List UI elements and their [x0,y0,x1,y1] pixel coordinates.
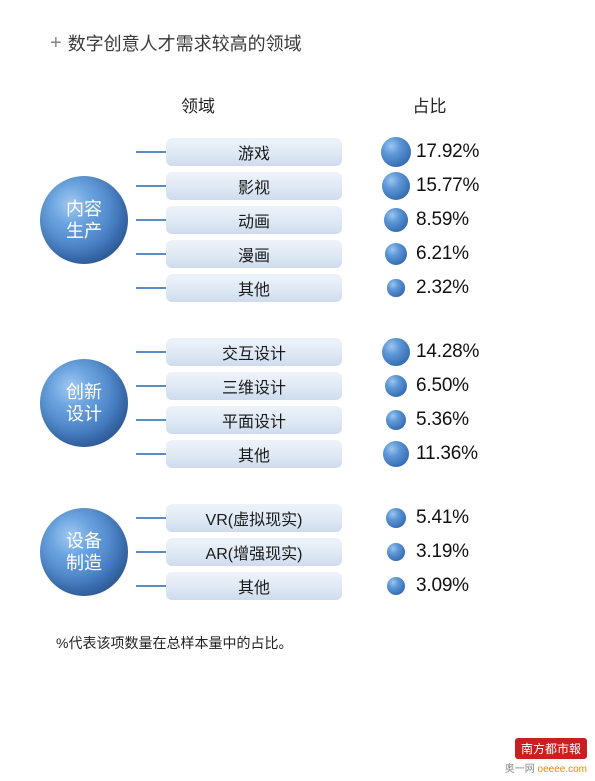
category-circle: 内容 生产 [40,176,128,264]
category-rows: 交互设计 14.28% 三维设计 6.50% 平面设计 5.36% 其他 11.36% [136,335,555,471]
data-row: 其他 2.32% [136,271,555,305]
field-label: AR(增强现实) [166,538,342,566]
field-label: 游戏 [166,138,342,166]
category-group: 设备 制造VR(虚拟现实)5.41%AR(增强现实)3.19%其他3.09% [50,501,555,603]
proportion-dot [382,172,411,201]
data-row: AR(增强现实) 3.19% [136,535,555,569]
category-group: 内容 生产游戏17.92%影视15.77%动画8.59%漫画6.21%其他2.3… [50,135,555,305]
percent-value: 11.36% [416,443,478,465]
percent-value: 3.19% [416,541,469,563]
percent-value: 17.92% [416,141,479,163]
proportion-dot-wrap [376,338,416,366]
connector-line [136,585,166,587]
proportion-dot [385,243,407,265]
percent-value: 8.59% [416,209,469,231]
proportion-dot [382,338,410,366]
percent-value: 5.41% [416,507,469,529]
proportion-dot-wrap [376,543,416,561]
proportion-dot-wrap [376,137,416,167]
percent-value: 14.28% [416,341,479,363]
proportion-dot [387,279,404,296]
field-label: VR(虚拟现实) [166,504,342,532]
proportion-dot-wrap [376,577,416,595]
proportion-dot [387,543,405,561]
percent-value: 2.32% [416,277,469,299]
connector-line [136,151,166,153]
category-circle: 设备 制造 [40,508,128,596]
connector-line [136,219,166,221]
data-row: 游戏 17.92% [136,135,555,169]
field-label: 其他 [166,572,342,600]
proportion-dot-wrap [376,441,416,467]
data-row: 其他 3.09% [136,569,555,603]
watermark-site-cn: 奥一网 [505,764,535,775]
connector-line [136,185,166,187]
category-rows: VR(虚拟现实) 5.41% AR(增强现实) 3.19% 其他 3.09% [136,501,555,603]
title-text: 数字创意人才需求较高的领域 [68,30,302,56]
data-row: 交互设计 14.28% [136,335,555,369]
connector-line [136,351,166,353]
category-circle: 创新 设计 [40,359,128,447]
footnote: %代表该项数量在总样本量中的占比。 [56,633,555,653]
proportion-dot [386,410,407,431]
data-row: 平面设计 5.36% [136,403,555,437]
connector-line [136,419,166,421]
connector-line [136,385,166,387]
title-prefix-icon: + [50,32,62,55]
proportion-dot [385,375,407,397]
proportion-dot-wrap [376,243,416,265]
data-row: 漫画 6.21% [136,237,555,271]
field-label: 漫画 [166,240,342,268]
category-rows: 游戏 17.92% 影视 15.77% 动画 8.59% 漫画 6.21% 其他 2.32% [136,135,555,305]
field-label: 其他 [166,274,342,302]
percent-value: 6.21% [416,243,469,265]
data-row: 其他 11.36% [136,437,555,471]
data-row: 影视 15.77% [136,169,555,203]
connector-line [136,253,166,255]
proportion-dot [381,137,411,167]
percent-value: 15.77% [416,175,479,197]
field-label: 其他 [166,440,342,468]
data-row: VR(虚拟现实) 5.41% [136,501,555,535]
header-ratio: 占比 [264,92,555,117]
source-watermark: 南方都市報 奥一网 oeeee.com [505,738,587,775]
proportion-dot [386,508,407,529]
chart-title: + 数字创意人才需求较高的领域 [50,30,555,56]
header-field: 领域 [50,92,264,117]
data-row: 动画 8.59% [136,203,555,237]
percent-value: 3.09% [416,575,469,597]
column-headers: 领域 占比 [50,92,555,117]
connector-line [136,517,166,519]
proportion-dot [387,577,405,595]
field-label: 影视 [166,172,342,200]
connector-line [136,287,166,289]
proportion-dot-wrap [376,172,416,201]
proportion-dot [384,208,408,232]
percent-value: 5.36% [416,409,469,431]
watermark-publisher: 南方都市報 [515,738,587,759]
proportion-dot-wrap [376,508,416,529]
proportion-dot-wrap [376,279,416,296]
watermark-site-url: oeeee.com [538,764,587,775]
field-label: 动画 [166,206,342,234]
proportion-dot-wrap [376,410,416,431]
proportion-dot-wrap [376,375,416,397]
field-label: 平面设计 [166,406,342,434]
percent-value: 6.50% [416,375,469,397]
data-row: 三维设计 6.50% [136,369,555,403]
connector-line [136,453,166,455]
field-label: 三维设计 [166,372,342,400]
field-label: 交互设计 [166,338,342,366]
category-group: 创新 设计交互设计14.28%三维设计6.50%平面设计5.36%其他11.36… [50,335,555,471]
proportion-dot-wrap [376,208,416,232]
proportion-dot [383,441,409,467]
connector-line [136,551,166,553]
